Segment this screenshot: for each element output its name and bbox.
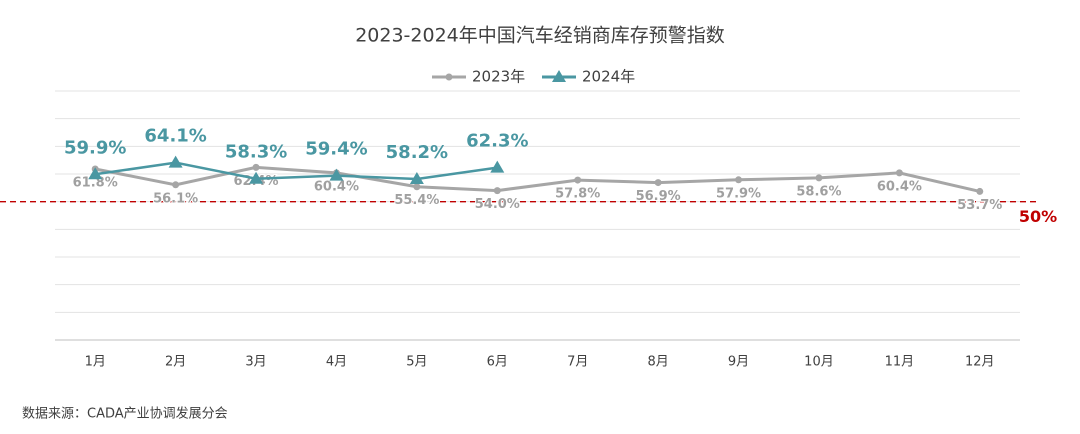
x-tick-label: 3月 xyxy=(245,355,266,370)
point xyxy=(168,155,183,168)
x-tick-label: 1月 xyxy=(85,355,106,370)
legend-label: 2024年 xyxy=(582,68,635,86)
point xyxy=(413,183,421,191)
point xyxy=(815,174,823,182)
data-label: 60.4% xyxy=(314,179,359,194)
point xyxy=(654,179,662,187)
series-line xyxy=(94,165,981,193)
data-label: 59.4% xyxy=(305,139,367,160)
legend-label: 2023年 xyxy=(472,68,525,86)
x-tick-label: 9月 xyxy=(728,355,749,370)
series-line xyxy=(95,161,498,181)
source-note: 数据来源：CADA产业协调发展分会 xyxy=(22,406,228,422)
point xyxy=(249,171,264,184)
x-tick-label: 2月 xyxy=(165,355,186,370)
legend-marker xyxy=(445,73,453,81)
data-label: 55.4% xyxy=(394,193,439,208)
point xyxy=(329,168,344,181)
x-tick-label: 7月 xyxy=(567,355,588,370)
data-label: 57.9% xyxy=(716,186,761,201)
legend-item: 2023年 xyxy=(432,68,525,86)
point xyxy=(493,187,501,195)
reference-label: 50% xyxy=(1019,207,1057,226)
x-tick-label: 5月 xyxy=(406,355,427,370)
data-label: 64.1% xyxy=(144,126,206,147)
legend-item: 2024年 xyxy=(542,68,635,86)
x-tick-label: 10月 xyxy=(804,355,834,370)
data-label: 60.4% xyxy=(877,179,922,194)
point xyxy=(172,181,180,189)
data-label: 59.9% xyxy=(64,137,126,158)
data-label: 53.7% xyxy=(957,198,1002,213)
x-tick-label: 8月 xyxy=(647,355,668,370)
legend-marker xyxy=(552,70,566,82)
x-tick-label: 12月 xyxy=(965,355,995,370)
point xyxy=(409,171,424,184)
chart-title: 2023-2024年中国汽车经销商库存预警指数 xyxy=(355,25,725,47)
point xyxy=(490,160,505,173)
point xyxy=(895,169,903,177)
point xyxy=(88,167,103,180)
point xyxy=(574,176,582,184)
x-tick-label: 4月 xyxy=(326,355,347,370)
data-label: 58.6% xyxy=(796,184,841,199)
data-label: 61.8% xyxy=(73,176,118,191)
x-tick-label: 6月 xyxy=(487,355,508,370)
data-label: 57.8% xyxy=(555,187,600,202)
point xyxy=(252,163,260,171)
data-label: 54.0% xyxy=(475,197,520,212)
data-label: 56.9% xyxy=(636,189,681,204)
data-label: 62.3% xyxy=(466,131,528,152)
x-tick-label: 11月 xyxy=(885,355,915,370)
point xyxy=(735,176,743,184)
data-label: 58.3% xyxy=(225,142,287,163)
data-label: 56.1% xyxy=(153,191,198,206)
point xyxy=(976,187,984,195)
data-label: 58.2% xyxy=(386,142,448,163)
